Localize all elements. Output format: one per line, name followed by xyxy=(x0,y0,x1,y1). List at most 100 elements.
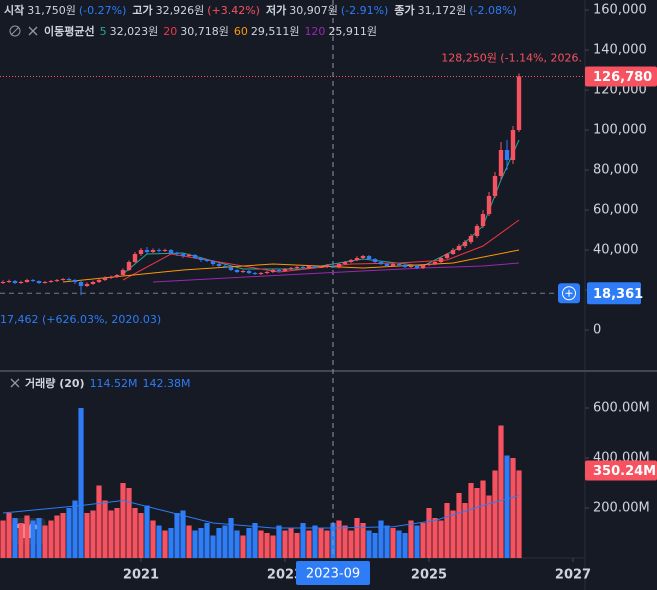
candle-body xyxy=(360,256,366,258)
candle-body xyxy=(12,281,18,283)
candle-body xyxy=(180,254,186,256)
moving-average-line xyxy=(122,219,520,281)
volume-bar xyxy=(474,488,480,558)
x-tick-label: 2027 xyxy=(555,568,591,583)
candle-body xyxy=(60,279,66,280)
candle-body xyxy=(366,256,372,259)
volume-bar xyxy=(414,525,420,558)
ohlc-value: 32,926원 xyxy=(156,4,205,17)
volume-bar xyxy=(6,513,12,558)
volume-bar xyxy=(66,508,72,558)
volume-legend-value: 142.38M xyxy=(143,377,191,390)
volume-bar xyxy=(60,513,66,558)
volume-bar xyxy=(246,528,252,558)
crosshair-date-box xyxy=(296,561,370,585)
candle-body xyxy=(480,214,486,226)
volume-bar xyxy=(264,533,270,558)
volume-bar xyxy=(318,528,324,558)
ohlc-label: 저가 xyxy=(266,3,286,17)
candle-body xyxy=(156,250,162,251)
candle-body xyxy=(24,280,30,282)
candle-body xyxy=(30,280,36,281)
volume-bar xyxy=(306,530,312,558)
volume-bar xyxy=(462,503,468,558)
candle-body xyxy=(486,196,492,214)
volume-bar xyxy=(108,510,114,558)
ohlc-change: (-2.08%) xyxy=(469,4,517,17)
volume-bar xyxy=(456,493,462,558)
volume-bar xyxy=(324,530,330,558)
close-icon[interactable] xyxy=(10,378,20,388)
candle-body xyxy=(78,282,84,286)
volume-bar xyxy=(432,518,438,558)
candle-body xyxy=(162,250,168,251)
candle-body xyxy=(342,262,348,264)
volume-bar xyxy=(18,523,24,558)
candle-body xyxy=(456,246,462,250)
candle-body xyxy=(144,250,150,252)
volume-toggle-icon[interactable] xyxy=(10,378,20,388)
candle-body xyxy=(114,275,120,277)
volume-bar xyxy=(426,508,432,558)
y-tick-label: 100,000 xyxy=(593,123,647,138)
volume-bar xyxy=(186,525,192,558)
candle-body xyxy=(438,258,444,262)
candle-body xyxy=(474,226,480,236)
close-icon[interactable] xyxy=(28,26,38,36)
candle-body xyxy=(450,250,456,254)
marker-price-label: 18,361 xyxy=(593,287,643,302)
volume-y-tick-label: 200.00M xyxy=(593,501,650,516)
candle-body xyxy=(132,254,138,262)
volume-last-box xyxy=(585,460,657,481)
candle-body xyxy=(96,280,102,282)
volume-bar xyxy=(180,510,186,558)
candle-body xyxy=(294,267,300,268)
volume-bar xyxy=(198,528,204,558)
volume-bar xyxy=(294,533,300,558)
candle-body xyxy=(426,264,432,265)
marker-price-box xyxy=(587,282,641,305)
y-tick-label: 160,000 xyxy=(593,3,647,18)
ohlc-legend: 시작 31,750원 (-0.27%) 고가 32,926원 (+3.42%) 저가 30,9… xyxy=(4,3,517,17)
candle-body xyxy=(192,255,198,258)
volume-bar xyxy=(42,525,48,558)
last-price-label: 126,780 xyxy=(593,70,652,85)
volume-bar xyxy=(228,518,234,558)
volume-bar xyxy=(372,533,378,558)
ma-period: 20 xyxy=(163,25,177,38)
volume-bar xyxy=(354,518,360,558)
ohlc-change: (-2.91%) xyxy=(341,4,389,17)
add-alert-button[interactable] xyxy=(558,283,580,304)
volume-bar xyxy=(96,485,102,558)
candle-body xyxy=(216,264,222,266)
candle-body xyxy=(204,260,210,261)
volume-bar xyxy=(150,520,156,558)
add-alert-icon xyxy=(562,286,576,301)
volume-bar xyxy=(144,505,150,558)
volume-bar xyxy=(396,530,402,558)
volume-bar xyxy=(408,520,414,558)
candle-body xyxy=(90,282,96,284)
volume-bar xyxy=(54,515,60,558)
volume-bar xyxy=(138,513,144,558)
candle-body xyxy=(324,265,330,267)
candle-body xyxy=(396,264,402,265)
volume-bar xyxy=(492,470,498,558)
x-tick-label: 2023 xyxy=(267,568,303,583)
volume-legend: 거래량 (20) 114.52M 142.38M xyxy=(25,376,191,390)
candle-body xyxy=(36,281,42,283)
eye-icon[interactable] xyxy=(9,25,21,37)
candle-body xyxy=(174,253,180,254)
volume-bar xyxy=(282,530,288,558)
volume-bar xyxy=(480,480,486,558)
volume-bar xyxy=(366,530,372,558)
volume-bar xyxy=(102,500,108,558)
candle-body xyxy=(228,267,234,270)
candle-body xyxy=(408,266,414,267)
volume-bar xyxy=(504,455,510,558)
ma-toggle-icons[interactable] xyxy=(9,25,38,37)
volume-bar xyxy=(162,530,168,558)
candle-body xyxy=(120,270,126,275)
ohlc-label: 시작 xyxy=(4,3,24,17)
